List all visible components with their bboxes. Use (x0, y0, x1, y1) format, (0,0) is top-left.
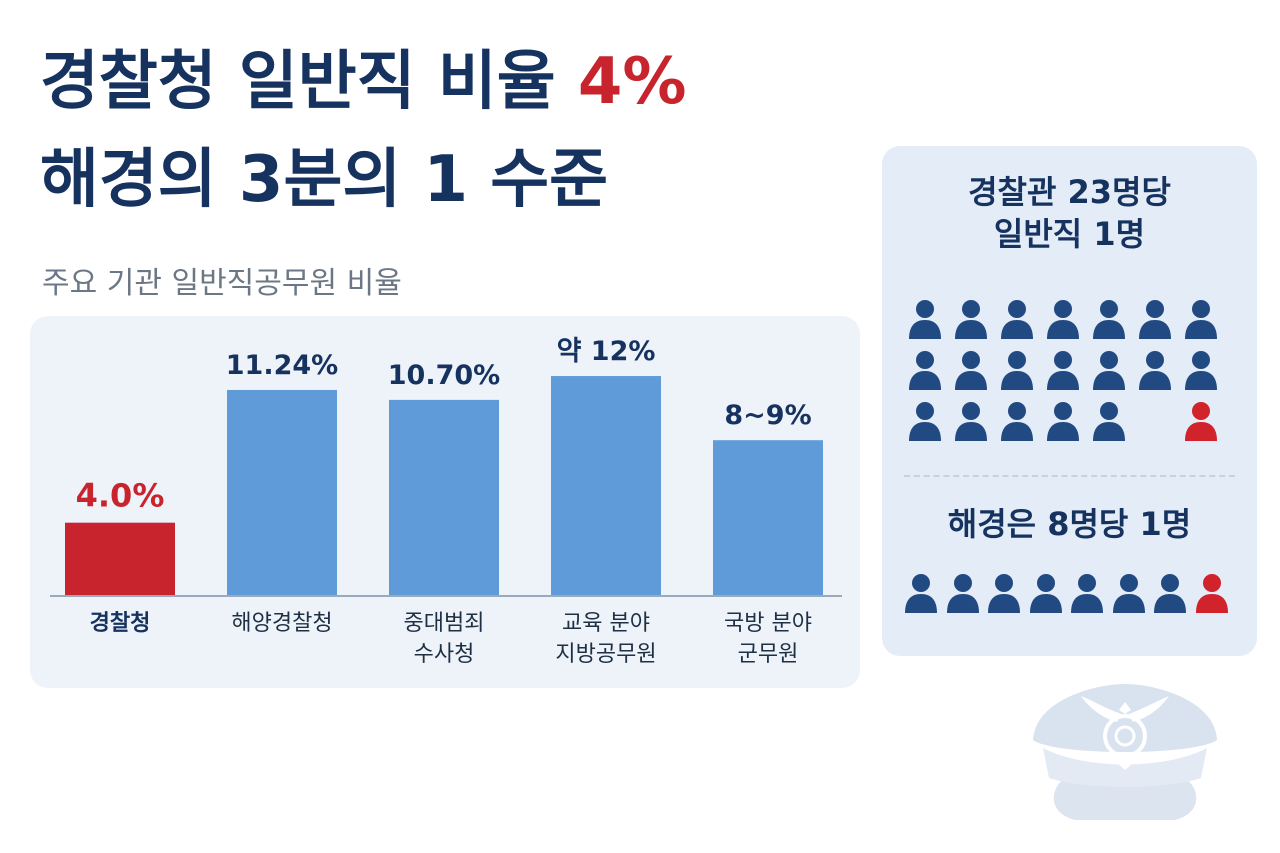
person-icon (955, 402, 987, 441)
person-icon (1093, 351, 1125, 390)
person-icon (1001, 402, 1033, 441)
person-icon (1029, 574, 1062, 613)
person-icon (1093, 402, 1125, 441)
category-label-line: 수사청 (413, 641, 475, 667)
bar-0 (65, 522, 175, 596)
person-icon (1139, 300, 1171, 339)
headline-line-2: 해경의 3분의 1 수준 (40, 143, 609, 217)
category-label-line: 교육 분야 (562, 611, 650, 636)
person-icon (1071, 574, 1103, 613)
person-icon (1093, 300, 1125, 339)
bar-chart: 4.0% 11.24% 10.70% 약 12% 8~9% (50, 336, 842, 597)
person-icon (905, 574, 937, 613)
category-label-0: 경찰청 (40, 609, 200, 640)
headline-line-1: 경찰청 일반직 비율 4% (40, 50, 687, 114)
person-icon (946, 574, 979, 613)
category-label-line: 경찰청 (89, 611, 151, 636)
category-label-line: 중대범죄 (403, 611, 485, 636)
person-icon (955, 300, 987, 339)
category-label-1: 해양경찰청 (202, 609, 362, 640)
person-icon (1185, 300, 1217, 339)
person-icon (955, 351, 987, 390)
person-icon (909, 300, 941, 339)
person-icon (1154, 574, 1186, 613)
person-icon (1047, 351, 1079, 390)
person-icon (1185, 351, 1217, 390)
bar-2 (389, 399, 499, 596)
headline-main: 경찰청 일반직 비율 (40, 45, 578, 119)
person-icon (1001, 351, 1033, 390)
person-icon (1047, 300, 1079, 339)
person-icon (988, 574, 1020, 613)
category-label-line: 국방 분야 (724, 611, 812, 636)
person-icon (1112, 574, 1145, 613)
police-cap-icon (1033, 684, 1217, 820)
data-label-2: 10.70% (388, 360, 500, 391)
coast-ratio-heading: 해경은 8명당 1명 (947, 505, 1192, 543)
headline-accent: 4% (577, 45, 687, 119)
person-icon (1047, 402, 1079, 441)
category-label-line: 해양경찰청 (231, 611, 333, 636)
bar-3 (551, 376, 661, 596)
person-icon (1001, 300, 1033, 339)
police-ratio-heading-line-1: 경찰관 23명당 (968, 173, 1171, 211)
person-icon (1185, 402, 1217, 441)
category-label-line: 군무원 (737, 641, 799, 667)
data-label-3: 약 12% (557, 336, 656, 367)
police-ratio-heading: 경찰관 23명당 일반직 1명 (882, 172, 1257, 255)
chart-subtitle: 주요 기관 일반직공무원 비율 (42, 266, 402, 301)
person-icon (1139, 351, 1171, 390)
bar-1 (227, 389, 337, 596)
police-ratio-heading-line-2: 일반직 1명 (993, 214, 1146, 253)
section-divider (904, 475, 1235, 477)
person-icon (909, 402, 941, 441)
data-label-4: 8~9% (724, 400, 811, 431)
person-icon (1195, 574, 1228, 613)
data-label-1: 11.24% (226, 350, 338, 381)
person-icon (909, 351, 941, 390)
ratio-panel: 경찰관 23명당 일반직 1명 해경은 8명당 1명 (882, 146, 1257, 656)
data-label-0: 4.0% (76, 477, 165, 515)
bar-4 (713, 440, 823, 596)
category-label-line: 지방공무원 (555, 641, 657, 667)
